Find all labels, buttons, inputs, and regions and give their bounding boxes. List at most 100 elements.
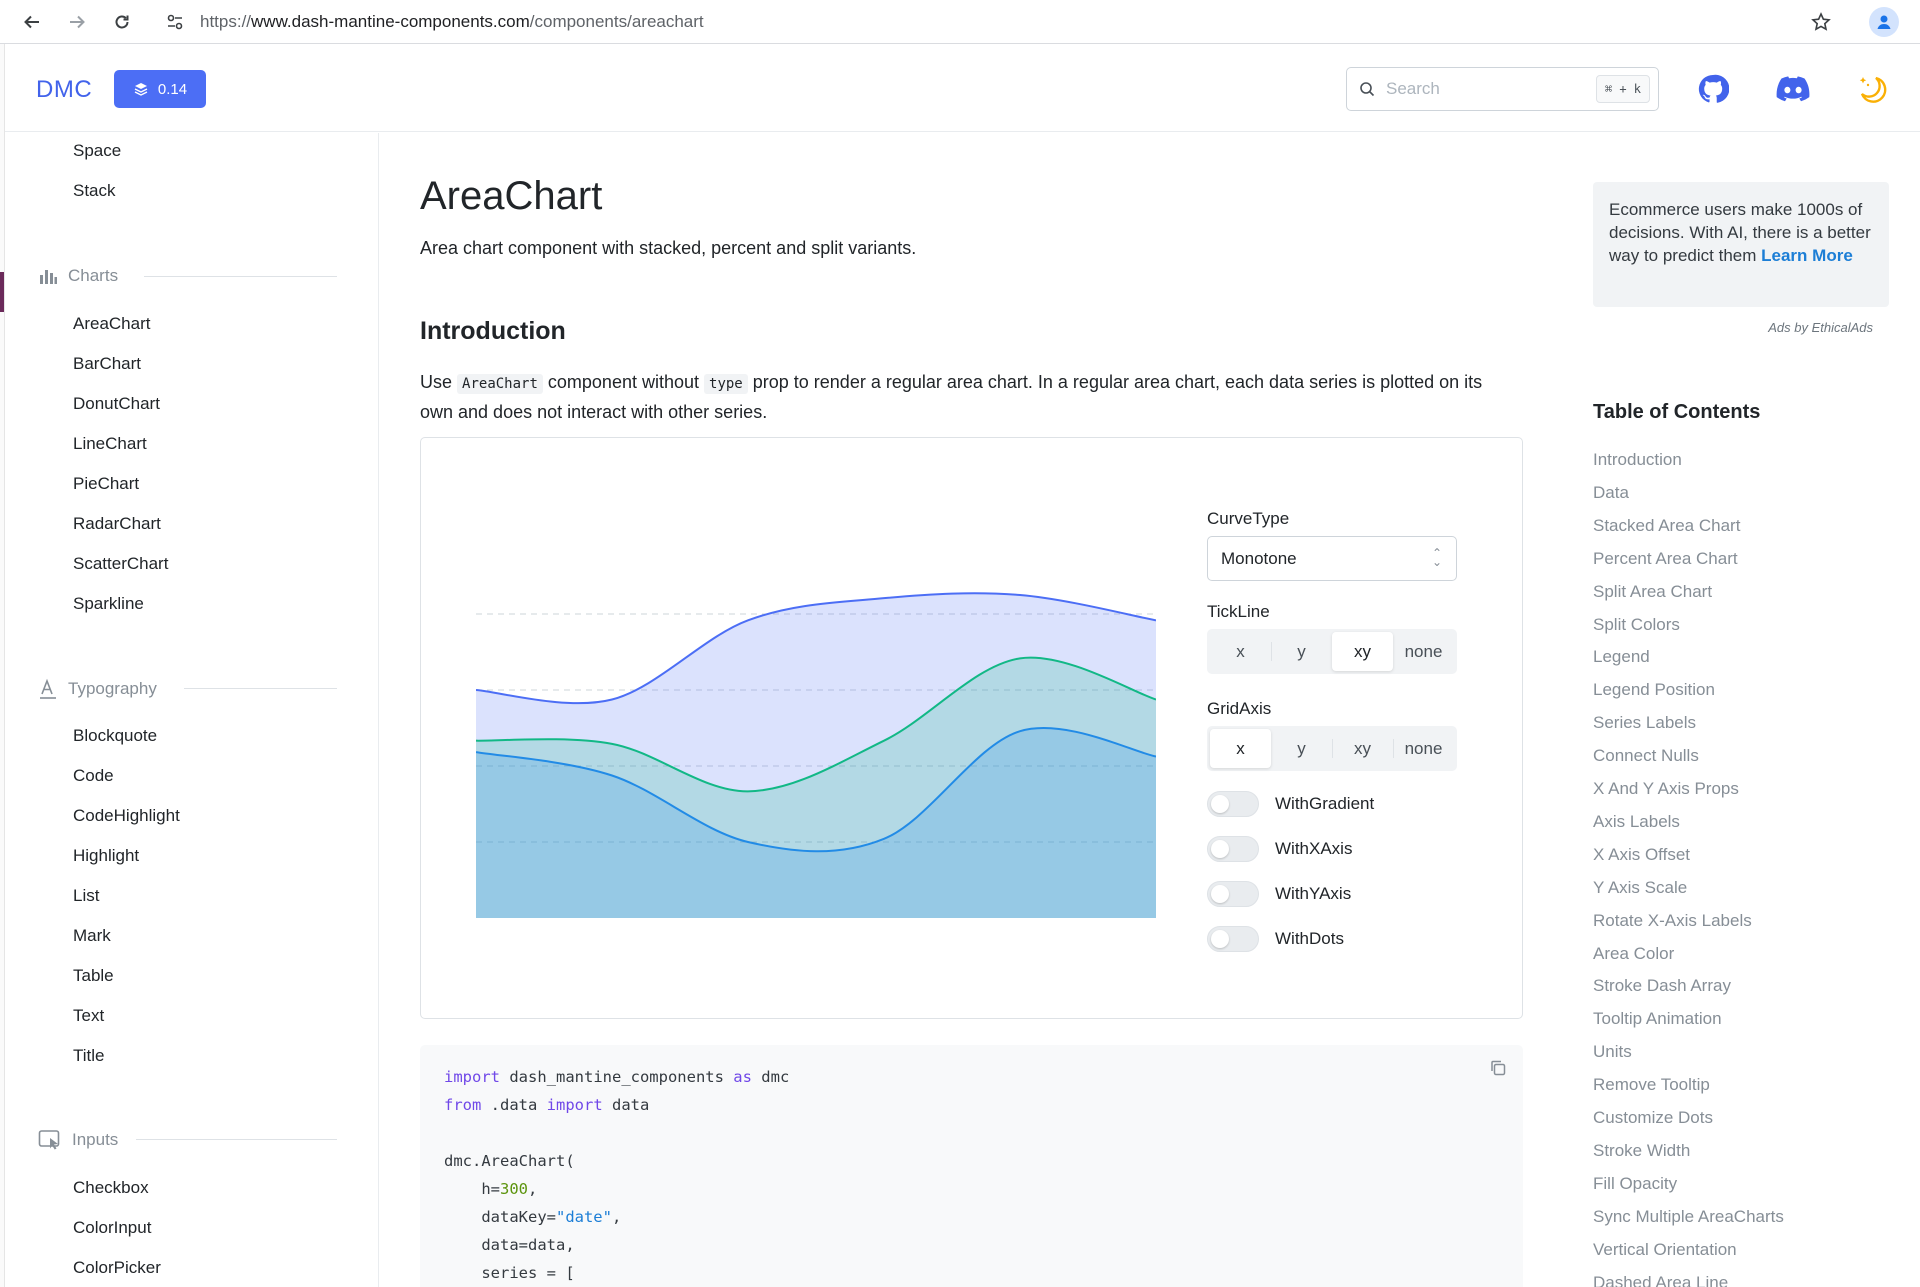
switch-withdots[interactable] [1207,926,1259,952]
sidebar-item-space[interactable]: Space [73,141,122,160]
sidebar-item-blockquote[interactable]: Blockquote [73,726,158,745]
tickline-label: TickLine [1207,602,1270,621]
toc-item[interactable]: Rotate X-Axis Labels [1593,910,1752,930]
sidebar-item-colorinput[interactable]: ColorInput [73,1218,152,1237]
tickline-option-x[interactable]: x [1236,641,1245,661]
site-settings-icon[interactable] [164,11,186,33]
gridaxis-segmented-control: x y xy none [1207,726,1457,771]
sidebar-item-areachart[interactable]: AreaChart [73,314,151,333]
reload-icon[interactable] [111,11,133,33]
toc-item[interactable]: Stroke Width [1593,1140,1691,1160]
sidebar-item-text[interactable]: Text [73,1006,105,1025]
gridaxis-label: GridAxis [1207,699,1272,718]
toc-item[interactable]: Tooltip Animation [1593,1009,1722,1029]
tickline-option-xy[interactable]: xy [1332,632,1393,671]
bookmark-star-icon[interactable] [1810,11,1832,33]
switch-withxaxis[interactable] [1207,836,1259,862]
copy-icon[interactable] [1489,1059,1507,1077]
sidebar-item-mark[interactable]: Mark [73,926,111,945]
sidebar-item-piechart[interactable]: PieChart [73,474,140,493]
theme-toggle-moon-icon[interactable] [1854,72,1888,106]
curvetype-select[interactable]: Monotone ⌃ ⌄ [1207,536,1457,581]
gridaxis-option-x[interactable]: x [1210,729,1271,768]
toc-item[interactable]: X Axis Offset [1593,844,1691,864]
toc-item[interactable]: Dashed Area Line [1593,1272,1729,1287]
sidebar-item-scatterchart[interactable]: ScatterChart [73,554,169,573]
toc-item[interactable]: Vertical Orientation [1593,1239,1737,1259]
back-icon[interactable] [21,11,43,33]
toc-item[interactable]: Legend [1593,647,1650,667]
toc-item[interactable]: X And Y Axis Props [1593,779,1739,798]
sidebar-item-stack[interactable]: Stack [73,181,116,200]
toggle-withyaxis[interactable]: WithYAxis [1207,881,1351,907]
sidebar-item-colorpicker[interactable]: ColorPicker [73,1258,161,1277]
gridaxis-option-y[interactable]: y [1297,738,1306,758]
gridaxis-option-xy[interactable]: xy [1332,729,1393,768]
search-placeholder: Search [1386,79,1440,98]
toc-item[interactable]: Data [1593,482,1629,502]
area-line-series-2 [476,656,1156,793]
sidebar-item-checkbox[interactable]: Checkbox [73,1178,149,1197]
sidebar-item-sparkline[interactable]: Sparkline [73,594,144,613]
page-title: AreaChart [420,174,603,218]
toc-item[interactable]: Remove Tooltip [1593,1075,1710,1095]
area-line-series-1 [476,592,1156,705]
toc-item[interactable]: Axis Labels [1593,811,1680,831]
ad-box[interactable]: Ecommerce users make 1000s of decisions.… [1593,182,1889,307]
toc-item[interactable]: Y Axis Scale [1593,877,1688,897]
gridaxis-option-none[interactable]: none [1393,729,1454,768]
toc-item[interactable]: Stacked Area Chart [1593,515,1741,535]
toggle-label: WithYAxis [1275,884,1352,903]
tickline-option-y[interactable]: y [1271,632,1332,671]
ad-text: Ecommerce users make 1000s of decisions.… [1609,200,1871,265]
area-chart [476,592,1156,918]
code-line: import dash_mantine_components as dmc [444,1068,790,1086]
toc-item[interactable]: Customize Dots [1593,1108,1713,1127]
toggle-withgradient[interactable]: WithGradient [1207,791,1374,817]
toggle-withxaxis[interactable]: WithXAxis [1207,836,1352,862]
toggle-withdots[interactable]: WithDots [1207,926,1344,952]
github-icon[interactable] [1696,72,1730,106]
ad-learn-more-link[interactable]: Learn More [1761,246,1853,265]
toc-item[interactable]: Split Area Chart [1593,581,1713,601]
toc-item[interactable]: Stroke Dash Array [1593,976,1731,996]
toc-item[interactable]: Area Color [1593,943,1675,963]
toc-item[interactable]: Legend Position [1593,680,1715,700]
switch-withyaxis[interactable] [1207,881,1259,907]
version-badge[interactable]: 0.14 [114,70,206,108]
toc-item[interactable]: Series Labels [1593,713,1697,733]
toc-item[interactable]: Fill Opacity [1593,1173,1678,1193]
sidebar-item-barchart[interactable]: BarChart [73,354,142,373]
search-input[interactable]: Search ⌘ + k [1346,67,1659,111]
sidebar-item-code[interactable]: Code [73,766,114,785]
sidebar-item-linechart[interactable]: LineChart [73,434,147,453]
toc-item[interactable]: Split Colors [1593,614,1680,634]
toc-item[interactable]: Introduction [1593,450,1682,469]
code-line: from .data import data [444,1096,650,1114]
curvetype-value: Monotone [1221,548,1297,568]
sidebar-item-title[interactable]: Title [73,1046,105,1065]
sidebar-section-charts: Charts [38,266,118,286]
sidebar-item-codehighlight[interactable]: CodeHighlight [73,806,180,825]
discord-icon[interactable] [1776,72,1810,106]
switch-withgradient[interactable] [1207,791,1259,817]
inline-code-type: type [704,374,748,394]
sidebar-item-donutchart[interactable]: DonutChart [73,394,160,413]
forward-icon[interactable] [66,11,88,33]
address-bar[interactable]: https://www.dash-mantine-components.com/… [200,6,704,38]
toc-item[interactable]: Sync Multiple AreaCharts [1593,1206,1784,1226]
toc-item[interactable]: Units [1593,1042,1632,1062]
toc-item[interactable]: Connect Nulls [1593,746,1699,766]
logo[interactable]: DMC [36,76,93,103]
sidebar-item-radarchart[interactable]: RadarChart [73,514,161,533]
profile-avatar-icon[interactable] [1869,7,1899,37]
sidebar-item-table[interactable]: Table [73,966,114,985]
code-line: h=300, [444,1180,538,1198]
toc-item[interactable]: Percent Area Chart [1593,548,1738,568]
code-line: dataKey="date", [444,1208,622,1226]
tickline-option-none[interactable]: none [1404,641,1443,661]
sidebar-item-highlight[interactable]: Highlight [73,846,140,865]
ad-attribution[interactable]: Ads by EthicalAds [1768,320,1873,335]
demo-card: CurveType Monotone ⌃ ⌄ TickLine x y xy no… [420,437,1523,1019]
sidebar-item-list[interactable]: List [73,886,100,905]
